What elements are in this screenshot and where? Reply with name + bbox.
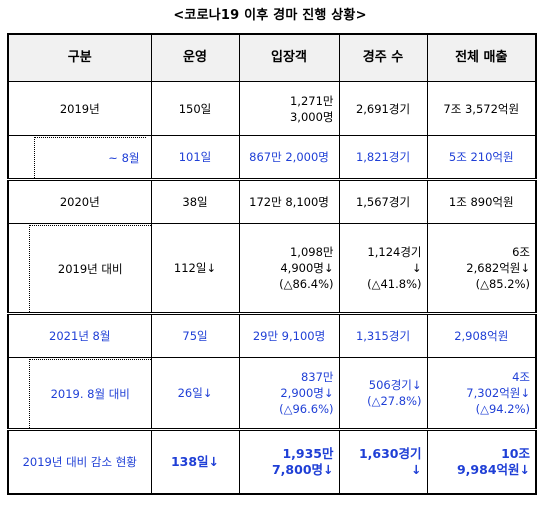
cell-sales-line: 10조: [501, 445, 530, 461]
cell-visitors-line: (△96.6%): [279, 402, 334, 416]
cell-ops: 38일: [150, 178, 240, 224]
cell-visitors-line: (△86.4%): [279, 277, 334, 291]
row-label-2020-vs: 2019년 대비: [7, 223, 152, 314]
cell-visitors-line: 837만: [300, 370, 334, 384]
cell-sales: 10조 9,984억원↓: [426, 428, 537, 495]
cell-ops: 138일↓: [150, 428, 240, 495]
table-row: 2020년 38일 172만 8,100명 1,567경기 1조 890억원: [7, 178, 537, 224]
cell-visitors: 1,098만 4,900명↓ (△86.4%): [238, 223, 340, 314]
row-label-2020-vs-text: 2019년 대비: [29, 224, 151, 312]
table-row: 2019년 대비 112일↓ 1,098만 4,900명↓ (△86.4%) 1…: [7, 223, 537, 314]
cell-races-line: ↓: [411, 461, 422, 477]
cell-races-line: ↓: [411, 261, 422, 275]
table-row: 2019년 150일 1,271만 3,000명 2,691경기 7조 3,57…: [7, 81, 537, 136]
table-row: 2019. 8월 대비 26일↓ 837만 2,900명↓ (△96.6%) 5…: [7, 357, 537, 430]
cell-sales: 6조 2,682억원↓ (△85.2%): [426, 223, 537, 314]
table-row: 2019년 대비 감소 현황 138일↓ 1,935만 7,800명↓ 1,63…: [7, 428, 537, 495]
cell-races-line: 1,124경기: [367, 245, 422, 259]
header-sales: 전체 매출: [426, 33, 537, 82]
cell-sales-line: 9,984억원↓: [456, 461, 530, 477]
cell-races: 1,821경기: [338, 135, 428, 180]
racing-status-table: 구분 운영 입장객 경주 수 전체 매출 2019년 150일 1,271만 3…: [7, 33, 537, 495]
cell-visitors: 837만 2,900명↓ (△96.6%): [238, 357, 340, 430]
cell-sales-line: 4조: [512, 370, 530, 384]
cell-sales-line: 6조: [512, 245, 530, 259]
header-category: 구분: [7, 33, 152, 82]
cell-visitors-line: 1,271만: [289, 93, 334, 108]
cell-races-line: (△41.8%): [367, 277, 422, 291]
table-row: 2021년 8월 75일 29만 9,100명 1,315경기 2,908억원: [7, 312, 537, 358]
cell-ops: 26일↓: [150, 357, 240, 430]
cell-visitors-line: 3,000명: [289, 109, 334, 124]
row-label-2019: 2019년: [7, 81, 152, 136]
cell-visitors: 172만 8,100명: [238, 178, 340, 224]
cell-visitors-line: 7,800명↓: [271, 461, 334, 477]
cell-sales: 2,908억원: [426, 312, 537, 358]
cell-ops: 112일↓: [150, 223, 240, 314]
cell-races-line: 1,630경기: [358, 445, 422, 461]
cell-visitors: 29만 9,100명: [238, 312, 340, 358]
cell-races: 506경기↓ (△27.8%): [338, 357, 428, 430]
cell-visitors-line: 2,900명↓: [280, 386, 334, 400]
cell-sales-line: (△85.2%): [475, 277, 530, 291]
cell-sales: 7조 3,572억원: [426, 81, 537, 136]
cell-visitors: 1,271만 3,000명: [238, 81, 340, 136]
row-label-2021-vs-text: 2019. 8월 대비: [29, 358, 151, 428]
cell-ops: 150일: [150, 81, 240, 136]
cell-visitors-line: 1,098만: [289, 245, 334, 259]
cell-races: 1,567경기: [338, 178, 428, 224]
cell-visitors: 1,935만 7,800명↓: [238, 428, 340, 495]
cell-sales-line: (△94.2%): [475, 402, 530, 416]
table-row: ~ 8월 101일 867만 2,000명 1,821경기 5조 210억원: [7, 135, 537, 180]
cell-ops: 75일: [150, 312, 240, 358]
header-races: 경주 수: [338, 33, 428, 82]
row-label-total: 2019년 대비 감소 현황: [7, 428, 152, 495]
cell-races: 1,630경기 ↓: [338, 428, 428, 495]
header-visitors: 입장객: [238, 33, 340, 82]
cell-races: 1,124경기 ↓ (△41.8%): [338, 223, 428, 314]
cell-sales-line: 7,302억원↓: [466, 386, 530, 400]
cell-races-line: 506경기↓: [368, 378, 422, 392]
cell-races: 1,315경기: [338, 312, 428, 358]
cell-visitors-line: 4,900명↓: [280, 261, 334, 275]
row-label-2020: 2020년: [7, 178, 152, 224]
cell-races-line: (△27.8%): [367, 394, 422, 408]
row-label-2019-aug: ~ 8월: [7, 135, 152, 180]
cell-ops: 101일: [150, 135, 240, 180]
cell-sales-line: 2,682억원↓: [466, 261, 530, 275]
cell-visitors: 867만 2,000명: [238, 135, 340, 180]
row-label-2021: 2021년 8월: [7, 312, 152, 358]
cell-sales: 1조 890억원: [426, 178, 537, 224]
cell-sales: 5조 210억원: [426, 135, 537, 180]
cell-visitors-line: 1,935만: [282, 445, 334, 461]
header-operation: 운영: [150, 33, 240, 82]
row-label-2021-vs: 2019. 8월 대비: [7, 357, 152, 430]
cell-sales: 4조 7,302억원↓ (△94.2%): [426, 357, 537, 430]
cell-races: 2,691경기: [338, 81, 428, 136]
header-row: 구분 운영 입장객 경주 수 전체 매출: [7, 33, 537, 82]
table-title: <코로나19 이후 경마 진행 상황>: [173, 8, 367, 23]
row-label-2019-aug-text: ~ 8월: [34, 136, 146, 178]
